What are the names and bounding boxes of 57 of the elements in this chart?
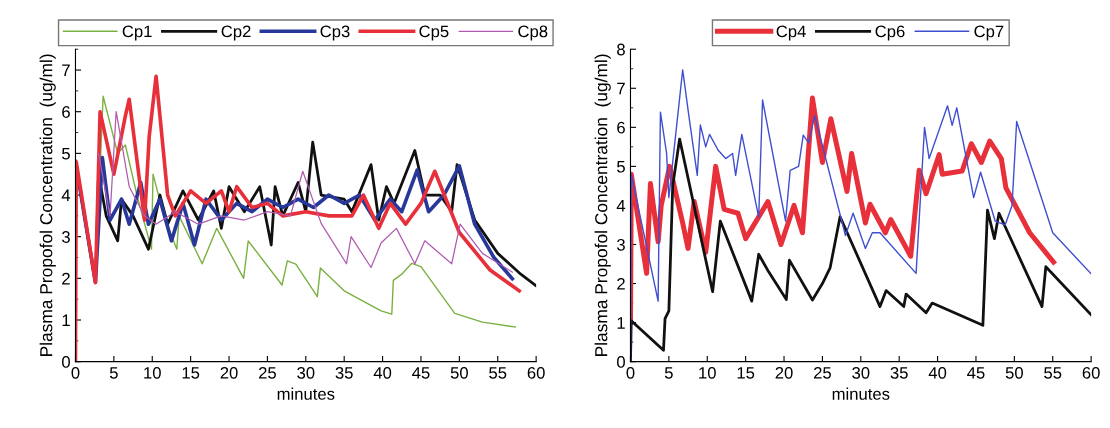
y-tick-label: 6 xyxy=(62,106,70,118)
y-tick-label: 2 xyxy=(617,277,625,290)
x-tick-label: 50 xyxy=(450,366,468,379)
x-tick-label: 15 xyxy=(182,367,200,379)
y-tick-label: 4 xyxy=(616,200,626,212)
y-tick-label: 3 xyxy=(61,231,70,243)
y-tick-label: 1 xyxy=(62,314,70,327)
legend-label: Cp5 xyxy=(419,25,449,41)
legend-label: Cp2 xyxy=(221,25,251,41)
legend-label: Cp4 xyxy=(776,25,806,41)
y-tick-label: 0 xyxy=(617,356,625,368)
y-tick-label: 1 xyxy=(617,317,625,329)
y-tick-label: 4 xyxy=(61,189,71,202)
x-tick-label: 0 xyxy=(71,366,80,379)
y-tick-label: 5 xyxy=(62,147,70,160)
x-tick-label: 35 xyxy=(890,366,908,379)
x-tick-label: 20 xyxy=(220,366,238,379)
line-series xyxy=(97,111,513,273)
y-axis-title: Plasma Propofol Concentration (ug/ml) xyxy=(39,54,56,356)
y-tick-label: 8 xyxy=(617,43,625,56)
x-tick-label: 45 xyxy=(967,367,985,379)
x-tick-label: 15 xyxy=(737,367,755,379)
x-tick-label: 40 xyxy=(373,366,392,379)
y-tick-label: 6 xyxy=(617,121,625,134)
line-series xyxy=(75,74,522,362)
x-tick-label: 60 xyxy=(527,366,545,379)
y-tick-label: 5 xyxy=(617,160,625,173)
x-tick-label: 35 xyxy=(335,366,353,379)
x-tick-label: 30 xyxy=(852,366,870,379)
y-tick-label: 2 xyxy=(62,272,70,285)
x-tick-label: 40 xyxy=(928,366,947,379)
x-tick-label: 45 xyxy=(412,367,430,379)
y-tick-label: 3 xyxy=(616,238,625,251)
legend-label: Cp8 xyxy=(518,25,548,41)
x-tick-label: 10 xyxy=(699,366,716,379)
x-tick-label: 10 xyxy=(144,366,161,379)
x-tick-label: 30 xyxy=(297,366,315,379)
legend-label: Cp7 xyxy=(974,25,1004,41)
x-tick-label: 5 xyxy=(664,367,673,379)
y-tick-label: 7 xyxy=(62,64,70,77)
x-axis-title: minutes xyxy=(832,387,890,400)
x-tick-label: 0 xyxy=(626,366,635,379)
x-tick-label: 55 xyxy=(489,367,507,379)
legend-label: Cp3 xyxy=(320,25,350,41)
x-tick-label: 25 xyxy=(258,366,276,379)
x-axis-title: minutes xyxy=(277,387,335,400)
legend-label: Cp1 xyxy=(122,25,152,41)
legend-label: Cp6 xyxy=(875,25,905,41)
x-tick-label: 55 xyxy=(1044,367,1062,379)
y-axis-title: Plasma Propofol Concentration (ug/ml) xyxy=(594,54,611,356)
y-tick-label: 7 xyxy=(617,82,625,95)
x-tick-label: 25 xyxy=(813,366,831,379)
x-tick-label: 20 xyxy=(775,366,793,379)
y-tick-label: 0 xyxy=(62,356,70,368)
x-tick-label: 5 xyxy=(109,367,118,379)
x-tick-label: 60 xyxy=(1082,366,1100,379)
x-tick-label: 50 xyxy=(1005,366,1023,379)
